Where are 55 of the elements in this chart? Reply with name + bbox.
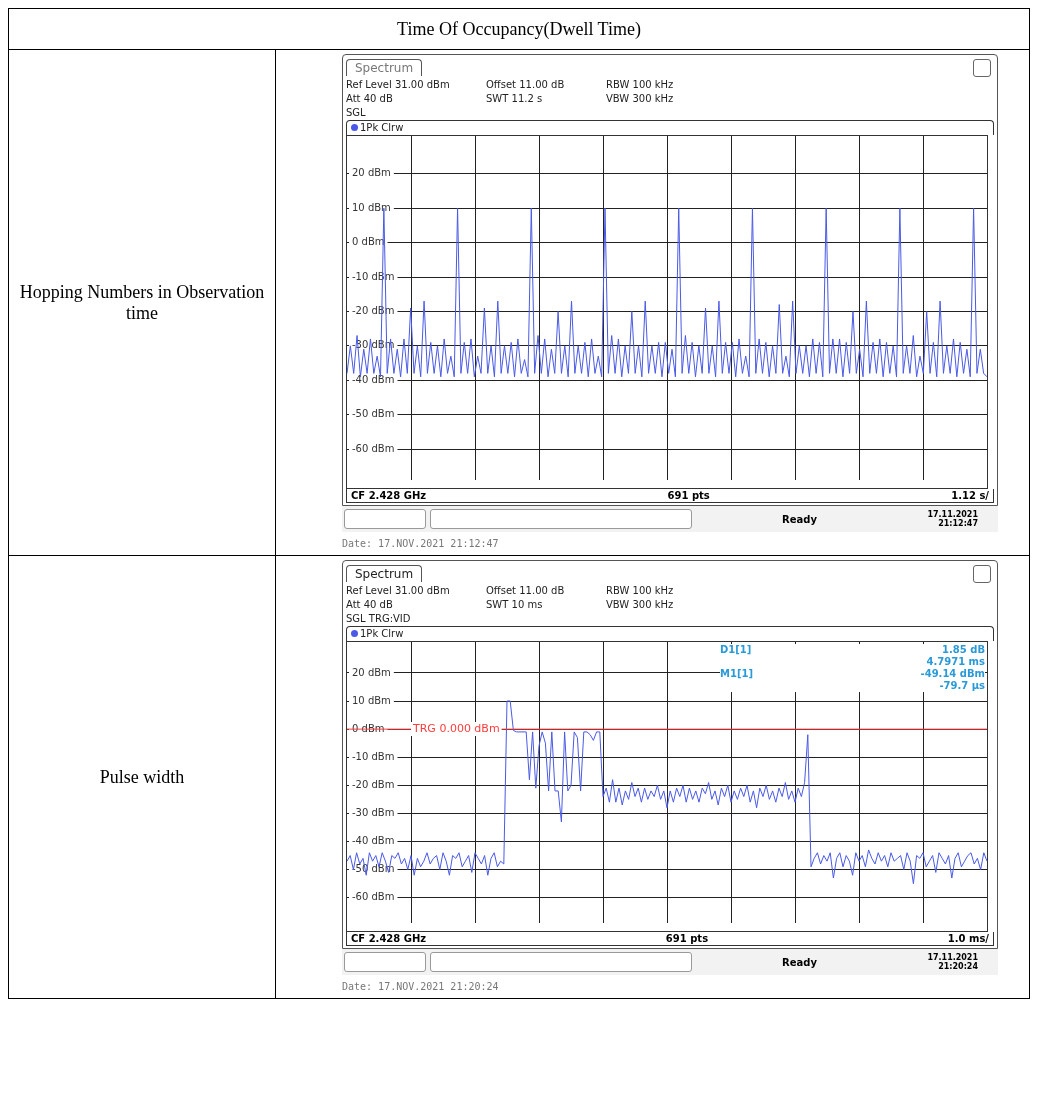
legend-label: 1Pk Clrw (360, 628, 404, 639)
y-tick-label: 10 dBm (352, 694, 391, 706)
y-tick-label: -60 dBm (352, 891, 395, 903)
text: Offset 11.00 dB (486, 79, 565, 90)
text: Spectrum (355, 567, 414, 581)
text: SGL (346, 107, 366, 118)
text: Date: 17.NOV.2021 21:20:24 (342, 981, 499, 992)
text: 17.11.2021 (927, 953, 978, 962)
text: RBW 100 kHz (606, 585, 674, 596)
annotation: 4.7971 ms (926, 656, 985, 667)
chart-title: Time Of Occupancy(Dwell Time) (397, 18, 641, 39)
y-tick-label: -40 dBm (352, 373, 395, 385)
y-tick-label: -10 dBm (352, 750, 395, 762)
ref-line-label: TRG 0.000 dBm (412, 721, 500, 735)
annotation: M1[1] (720, 668, 754, 679)
text: SWT 10 ms (486, 599, 543, 610)
y-tick-label: -40 dBm (352, 835, 395, 847)
text: Ref Level 31.00 dBm (346, 585, 450, 596)
y-tick-label: -20 dBm (352, 778, 395, 790)
text: Ready (782, 513, 817, 525)
text: VBW 300 kHz (606, 599, 674, 610)
y-tick-label: 10 dBm (352, 201, 391, 213)
text: SWT 11.2 s (486, 93, 543, 104)
text: CF 2.428 GHz (351, 490, 427, 501)
text: Spectrum (355, 61, 414, 75)
text: Hopping Numbers in Observation time (19, 281, 265, 323)
text: 1.0 ms/ (947, 933, 989, 944)
legend-label: 1Pk Clrw (360, 122, 404, 133)
text: Ready (782, 956, 817, 968)
text: 17.11.2021 (927, 510, 978, 519)
y-tick-label: 20 dBm (352, 167, 391, 179)
text: CF 2.428 GHz (351, 933, 427, 944)
text: 691 pts (667, 490, 710, 501)
text: SGL TRG:VID (346, 613, 411, 624)
y-tick-label: -30 dBm (352, 807, 395, 818)
text: VBW 300 kHz (606, 93, 674, 104)
annotation: -79.7 µs (939, 680, 985, 691)
text: 21:12:47 (938, 519, 978, 528)
text: Date: 17.NOV.2021 21:12:47 (342, 538, 499, 549)
y-tick-label: -50 dBm (352, 408, 395, 420)
text: 21:20:24 (938, 962, 978, 971)
y-tick-label: 0 dBm (352, 236, 385, 248)
text: 1.12 s/ (951, 490, 989, 501)
annotation: -49.14 dBm (920, 668, 985, 679)
text: Offset 11.00 dB (486, 585, 565, 596)
text: 691 pts (665, 933, 709, 944)
annotation: 1.85 dB (942, 644, 985, 655)
text: Att 40 dB (346, 599, 393, 610)
text: Pulse width (99, 766, 185, 787)
annotation: D1[1] (720, 644, 752, 655)
y-tick-label: 20 dBm (352, 666, 391, 678)
y-tick-label: -60 dBm (352, 442, 395, 454)
text: Att 40 dB (346, 93, 393, 104)
text: Ref Level 31.00 dBm (346, 79, 450, 90)
text: RBW 100 kHz (606, 79, 674, 90)
